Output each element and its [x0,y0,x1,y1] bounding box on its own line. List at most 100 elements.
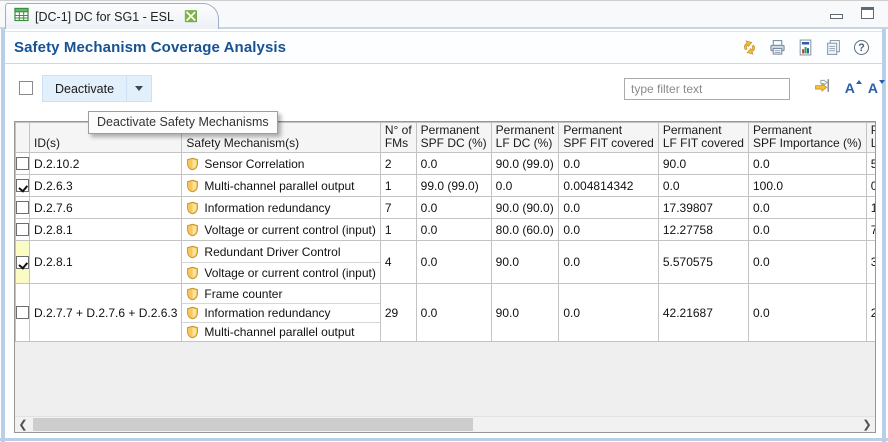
row-checkbox-cell [16,175,30,197]
lf-importance-cell: 3.326 [866,241,875,284]
lf-fit-cell: 12.27758 [658,219,748,241]
deactivate-button-label: Deactivate [43,76,126,101]
print-icon[interactable] [769,39,786,56]
shield-icon [186,287,199,301]
scroll-right-icon[interactable]: ❯ [859,417,875,432]
column-header-7[interactable]: PermanentLF FIT covered [658,123,748,153]
column-header-5[interactable]: PermanentLF DC (%) [491,123,559,153]
lf-dc-cell: 90.0 (99.0) [491,153,559,175]
id-cell: D.2.7.6 [30,197,182,219]
lf-importance-cell: 25.20 [866,284,875,342]
spf-dc-cell: 0.0 [416,219,491,241]
tab-bar: [DC-1] DC for SG1 - ESL ❎ [0,1,888,29]
mechanism-entry: Multi-channel parallel output [182,322,379,341]
deactivate-dropdown[interactable] [126,76,151,101]
scroll-left-icon[interactable]: ❮ [15,417,31,432]
mechanism-entry: Voltage or current control (input) [182,262,379,283]
column-header-9[interactable]: PermanentLF Importance (%) [866,123,875,153]
shield-icon [186,266,199,280]
spf-fit-cell: 0.0 [559,197,658,219]
spf-importance-cell: 0.0 [748,241,866,284]
window-border-left [1,29,5,442]
id-cell: D.2.10.2 [30,153,182,175]
deactivate-button[interactable]: Deactivate [42,75,152,102]
spf-dc-cell: 0.0 [416,241,491,284]
fms-cell: 1 [380,175,416,197]
fms-cell: 7 [380,197,416,219]
row-checkbox[interactable] [16,306,29,319]
filter-input[interactable] [624,78,790,100]
spf-fit-cell: 0.0 [559,241,658,284]
horizontal-scrollbar[interactable]: ❮ ❯ [15,416,875,432]
coverage-table-container: ID(s)Safety Mechanism(s)N° ofFMsPermanen… [14,121,876,433]
refresh-icon[interactable] [741,39,758,56]
row-checkbox[interactable] [16,179,29,192]
font-increase-icon[interactable]: A [845,81,855,95]
shield-icon [186,306,199,320]
row-checkbox-cell [16,197,30,219]
spf-importance-cell: 0.0 [748,219,866,241]
mechanisms-cell: Multi-channel parallel output [182,175,380,197]
column-header-0[interactable] [16,123,30,153]
table-row[interactable]: D.2.8.1Voltage or current control (input… [16,219,876,241]
table-row[interactable]: D.2.6.3Multi-channel parallel output199.… [16,175,876,197]
shield-icon [186,223,199,237]
mechanisms-cell: Redundant Driver ControlVoltage or curre… [182,241,380,284]
fms-cell: 29 [380,284,416,342]
row-checkbox[interactable] [16,223,29,236]
spf-dc-cell: 0.0 [416,197,491,219]
copy-icon[interactable] [825,39,842,56]
row-checkbox[interactable] [16,256,29,269]
spf-fit-cell: 0.0 [559,153,658,175]
table-row[interactable]: D.2.7.6Information redundancy70.090.0 (9… [16,197,876,219]
toolbar: Deactivate A A [6,64,882,118]
chevron-down-icon [135,86,143,91]
select-all-checkbox[interactable] [19,81,33,95]
column-header-4[interactable]: PermanentSPF DC (%) [416,123,491,153]
lf-dc-cell: 0.0 [491,175,559,197]
lf-fit-cell: 42.21687 [658,284,748,342]
lf-importance-cell: 7.331 [866,219,875,241]
pack-columns-icon[interactable] [814,77,832,99]
lf-importance-cell: 53.74 [866,153,875,175]
mechanism-entry: Voltage or current control (input) [182,219,379,240]
font-decrease-icon[interactable]: A [868,81,878,95]
lf-dc-cell: 90.0 [491,241,559,284]
tab-title: [DC-1] DC for SG1 - ESL [35,10,174,24]
id-cell: D.2.8.1 [30,241,182,284]
scrollbar-thumb[interactable] [33,418,473,431]
lf-dc-cell: 90.0 (90.0) [491,197,559,219]
minimize-icon[interactable] [830,14,843,19]
table-icon [14,7,29,27]
shield-icon [186,201,199,215]
report-icon[interactable] [797,39,814,56]
spf-fit-cell: 0.0 [559,284,658,342]
table-row[interactable]: D.2.7.7 + D.2.7.6 + D.2.6.3Frame counter… [16,284,876,342]
lf-importance-cell: 0.0 [866,175,875,197]
mechanism-entry: Sensor Correlation [182,153,379,174]
mechanism-entry: Redundant Driver Control [182,241,379,262]
maximize-icon[interactable] [861,7,874,19]
fms-cell: 2 [380,153,416,175]
help-icon[interactable]: ? [853,39,870,56]
spf-fit-cell: 0.0 [559,219,658,241]
mechanisms-cell: Voltage or current control (input) [182,219,380,241]
mechanism-entry: Information redundancy [182,197,379,218]
page-title: Safety Mechanism Coverage Analysis [5,39,286,56]
lf-fit-cell: 5.570575 [658,241,748,284]
row-checkbox[interactable] [16,201,29,214]
spf-fit-cell: 0.004814342 [559,175,658,197]
tab-dc-analysis[interactable]: [DC-1] DC for SG1 - ESL ❎ [5,3,219,29]
column-header-3[interactable]: N° ofFMs [380,123,416,153]
column-header-8[interactable]: PermanentSPF Importance (%) [748,123,866,153]
close-icon[interactable]: ❎ [184,10,198,23]
row-checkbox-cell [16,284,30,342]
table-row[interactable]: D.2.8.1Redundant Driver ControlVoltage o… [16,241,876,284]
spf-importance-cell: 0.0 [748,284,866,342]
row-checkbox[interactable] [16,157,29,170]
id-cell: D.2.8.1 [30,219,182,241]
column-header-6[interactable]: PermanentSPF FIT covered [559,123,658,153]
table-row[interactable]: D.2.10.2Sensor Correlation2 0.090.0 (99.0… [16,153,876,175]
spf-dc-cell: 99.0 (99.0) [416,175,491,197]
spf-dc-cell: 0.0 [416,284,491,342]
